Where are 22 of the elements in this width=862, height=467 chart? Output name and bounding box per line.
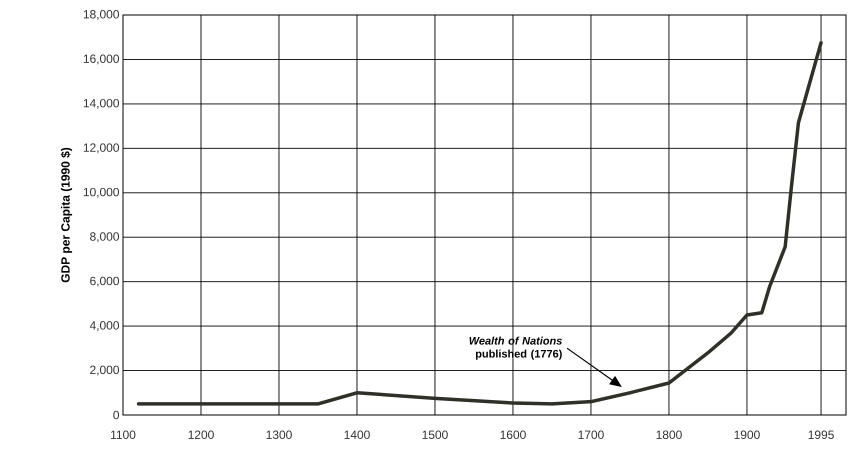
line-series xyxy=(136,41,823,406)
y-tick-label: 16,000 xyxy=(84,54,120,64)
x-tick-label: 1900 xyxy=(734,430,760,439)
x-tick-label: 1300 xyxy=(266,430,292,439)
y-tick-label: 12,000 xyxy=(84,143,120,154)
x-tick-label: 1100 xyxy=(111,430,136,439)
x-tick-label: 1200 xyxy=(188,430,214,439)
y-tick-label: 0 xyxy=(113,410,120,420)
x-tick-label: 1600 xyxy=(500,430,526,439)
y-tick-label: 6,000 xyxy=(90,276,120,287)
y-tick-label: 2,000 xyxy=(90,366,120,376)
x-tick-label: 1500 xyxy=(422,430,448,439)
y-tick-label: 14,000 xyxy=(84,98,120,109)
x-tick-label: 1995 xyxy=(808,430,834,439)
x-tick-label: 1400 xyxy=(344,430,370,439)
x-tick-label: 1800 xyxy=(656,430,682,439)
y-tick-label: 10,000 xyxy=(84,188,120,198)
y-axis-title: GDP per Capita (1990 $) xyxy=(60,148,72,282)
y-tick-label: 4,000 xyxy=(90,321,120,332)
y-tick-label: 8,000 xyxy=(90,232,120,242)
y-tick-label: 18,000 xyxy=(84,10,120,20)
x-tick-label: 1700 xyxy=(578,430,604,439)
